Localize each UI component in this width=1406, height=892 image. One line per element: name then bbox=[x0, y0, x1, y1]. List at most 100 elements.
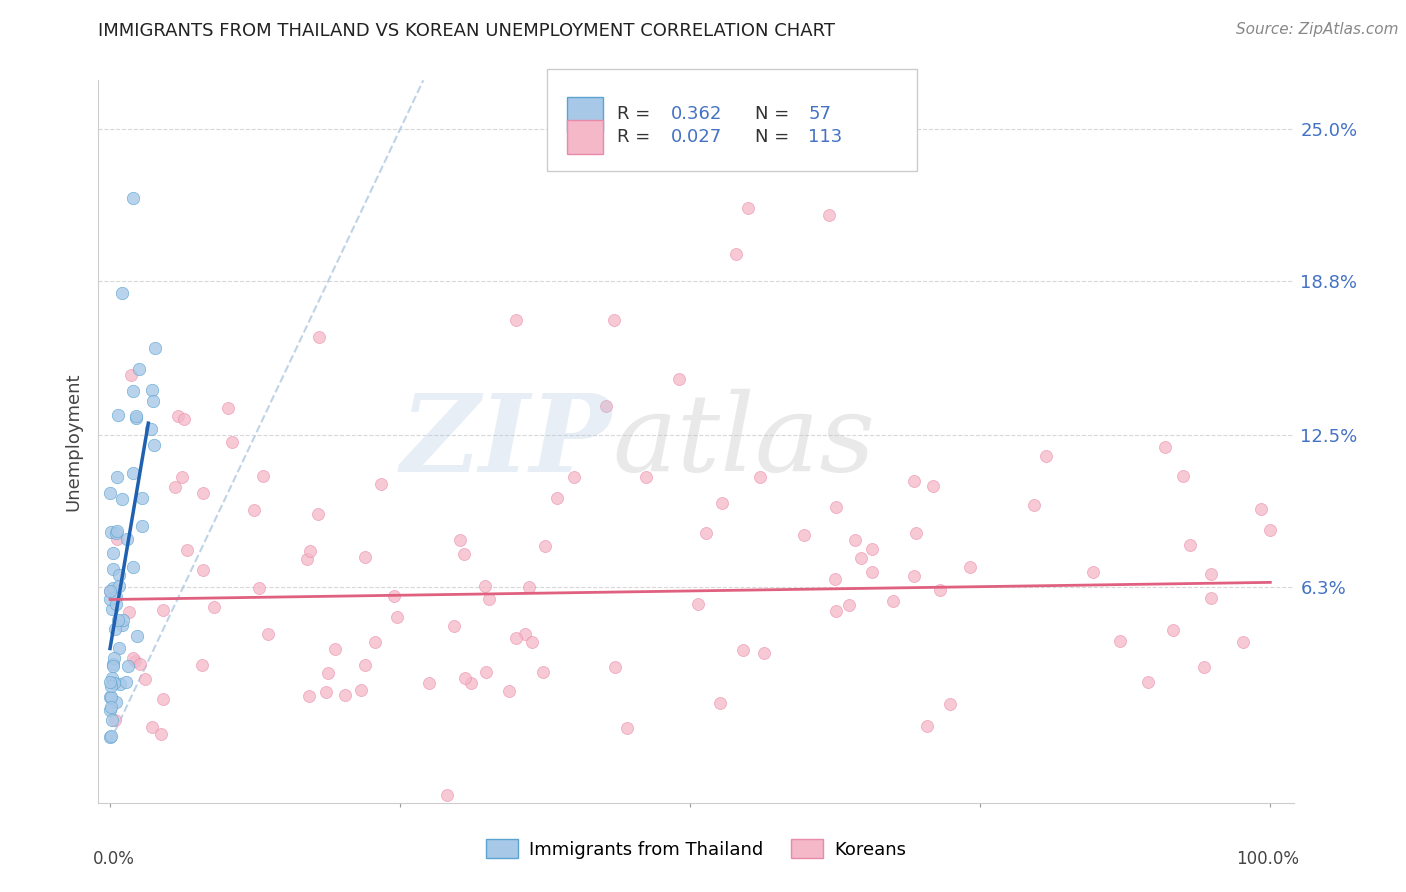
Point bbox=[256, 627, 278, 641]
Point bbox=[163, 480, 186, 494]
Point bbox=[474, 579, 496, 593]
Point bbox=[98, 730, 121, 744]
Point bbox=[122, 191, 145, 205]
Point bbox=[125, 409, 148, 423]
Point bbox=[385, 610, 408, 624]
Point bbox=[838, 598, 860, 612]
Point bbox=[141, 383, 163, 397]
Point bbox=[882, 594, 904, 608]
Point bbox=[247, 581, 270, 595]
Point bbox=[98, 674, 121, 689]
Point bbox=[353, 549, 375, 564]
Point bbox=[860, 542, 883, 557]
Point bbox=[100, 700, 122, 714]
Point bbox=[364, 635, 387, 649]
Point bbox=[453, 547, 475, 561]
Point bbox=[110, 677, 132, 691]
Point bbox=[454, 671, 477, 685]
Point bbox=[851, 550, 873, 565]
Point bbox=[307, 507, 329, 521]
Point bbox=[100, 690, 122, 704]
Point bbox=[1171, 468, 1194, 483]
Point bbox=[498, 684, 520, 698]
Point bbox=[915, 718, 938, 732]
Point bbox=[737, 201, 759, 215]
Point bbox=[221, 434, 243, 449]
Point bbox=[107, 613, 129, 627]
Point bbox=[860, 565, 883, 579]
Point bbox=[928, 582, 950, 597]
Point bbox=[325, 641, 347, 656]
Point bbox=[562, 470, 585, 484]
Point bbox=[242, 503, 264, 517]
Point bbox=[103, 650, 125, 665]
Point bbox=[101, 546, 124, 560]
Point bbox=[107, 568, 129, 582]
Point bbox=[193, 563, 215, 577]
Point bbox=[616, 721, 638, 735]
Point bbox=[105, 533, 128, 547]
Point bbox=[595, 399, 617, 413]
Point bbox=[105, 597, 128, 611]
Point bbox=[793, 527, 815, 541]
Text: IMMIGRANTS FROM THAILAND VS KOREAN UNEMPLOYMENT CORRELATION CHART: IMMIGRANTS FROM THAILAND VS KOREAN UNEMP… bbox=[98, 22, 835, 40]
Point bbox=[100, 524, 122, 539]
Point bbox=[176, 543, 198, 558]
Text: Source: ZipAtlas.com: Source: ZipAtlas.com bbox=[1236, 22, 1399, 37]
Legend: Immigrants from Thailand, Koreans: Immigrants from Thailand, Koreans bbox=[479, 832, 912, 866]
FancyBboxPatch shape bbox=[547, 70, 917, 170]
Point bbox=[252, 469, 274, 483]
Point bbox=[1258, 523, 1281, 537]
Point bbox=[505, 313, 527, 327]
Point bbox=[122, 560, 145, 574]
Text: 0.027: 0.027 bbox=[671, 128, 723, 146]
Point bbox=[98, 486, 121, 500]
Point bbox=[460, 675, 482, 690]
Point bbox=[1083, 565, 1105, 579]
Point bbox=[350, 683, 373, 698]
Point bbox=[104, 622, 127, 636]
Bar bbox=[567, 120, 603, 154]
Point bbox=[143, 438, 166, 452]
Point bbox=[131, 518, 153, 533]
Point bbox=[202, 600, 225, 615]
Point bbox=[353, 658, 375, 673]
Point bbox=[824, 572, 846, 586]
Point bbox=[111, 613, 134, 627]
Point bbox=[1035, 449, 1057, 463]
Point bbox=[103, 713, 125, 727]
Point bbox=[108, 579, 131, 593]
Point bbox=[724, 246, 747, 260]
Point bbox=[299, 544, 322, 558]
Point bbox=[475, 665, 498, 679]
Point bbox=[513, 627, 536, 641]
Point bbox=[1199, 567, 1222, 582]
Text: 57: 57 bbox=[808, 105, 831, 123]
Point bbox=[98, 584, 121, 599]
Point bbox=[1154, 440, 1177, 454]
Point bbox=[166, 409, 188, 423]
Point bbox=[124, 654, 146, 668]
Point bbox=[131, 491, 153, 505]
Point bbox=[825, 500, 848, 514]
Point bbox=[1232, 635, 1254, 649]
Point bbox=[101, 657, 124, 671]
Text: 100.0%: 100.0% bbox=[1236, 850, 1299, 868]
Point bbox=[120, 368, 142, 383]
Point bbox=[295, 551, 318, 566]
Point bbox=[825, 604, 848, 618]
Point bbox=[1199, 591, 1222, 605]
Point bbox=[98, 583, 121, 598]
Point bbox=[534, 539, 557, 553]
Point bbox=[100, 714, 122, 728]
Point bbox=[100, 729, 122, 743]
Point bbox=[103, 675, 125, 690]
Point bbox=[903, 569, 925, 583]
Text: N =: N = bbox=[755, 105, 794, 123]
Point bbox=[636, 470, 658, 484]
Point bbox=[315, 685, 337, 699]
Point bbox=[1136, 674, 1159, 689]
Point bbox=[172, 470, 194, 484]
Point bbox=[709, 696, 731, 710]
Point bbox=[517, 580, 540, 594]
